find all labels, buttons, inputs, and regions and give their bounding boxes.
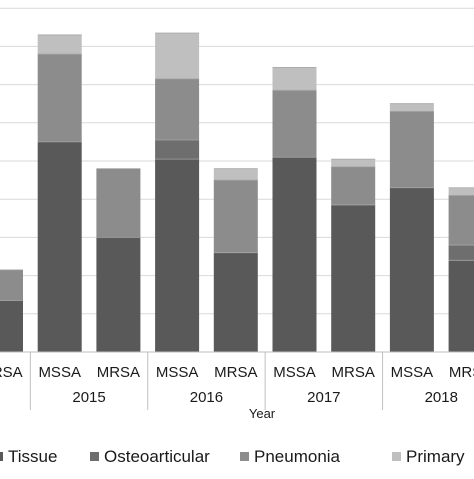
- bars: [0, 32, 474, 352]
- bar-6-tissue: [331, 204, 376, 352]
- bar-1-tissue: [37, 141, 82, 352]
- group-label-2017: 2017: [307, 389, 340, 406]
- bar-0-tissue: [0, 300, 23, 352]
- tick-label-0: MRSA: [0, 364, 23, 381]
- tick-label-7: MSSA: [391, 364, 434, 381]
- bar-2-tissue: [96, 237, 141, 352]
- bar-6-primary: [331, 159, 376, 167]
- legend-swatch-primary: [392, 452, 401, 461]
- bar-3-primary: [155, 33, 200, 79]
- tick-label-8: MRSA: [449, 364, 474, 381]
- legend-label-osteoarticular: Osteoarticular: [104, 447, 210, 466]
- group-label-2016: 2016: [190, 389, 223, 406]
- legend-swatch-pneumonia: [240, 452, 249, 461]
- legend-label-pneumonia: Pneumonia: [254, 447, 341, 466]
- bar-5-pneumonia: [272, 90, 317, 158]
- bar-7-tissue: [389, 187, 434, 352]
- group-label-2018: 2018: [425, 389, 458, 406]
- legend-swatch-tissue: [0, 452, 3, 461]
- legend-label-primary: Primary: [406, 447, 465, 466]
- tick-label-4: MRSA: [214, 364, 257, 381]
- bar-7-primary: [389, 103, 434, 112]
- tick-label-3: MSSA: [156, 364, 199, 381]
- bar-0-pneumonia: [0, 269, 23, 301]
- bar-4-pneumonia: [213, 180, 258, 253]
- x-axis: MRSA MSSA MRSA MSSA MRSA MSSA MRSA MSSA MRSA 2015…: [0, 351, 474, 421]
- legend: Tissue Osteoarticular Pneumonia Primary: [0, 447, 465, 466]
- bar-8-pneumonia: [448, 195, 474, 246]
- tick-label-5: MSSA: [273, 364, 316, 381]
- bar-2-pneumonia: [96, 168, 141, 238]
- bar-8-primary: [448, 187, 474, 196]
- group-label-2015: 2015: [72, 389, 105, 406]
- tick-label-2: MRSA: [97, 364, 140, 381]
- bar-3-pneumonia: [155, 78, 200, 140]
- x-axis-title: Year: [249, 406, 276, 421]
- tick-label-1: MSSA: [38, 364, 81, 381]
- bar-4-primary: [213, 168, 258, 181]
- bar-5-primary: [272, 67, 317, 91]
- bar-1-pneumonia: [37, 54, 82, 142]
- legend-swatch-osteoarticular: [90, 452, 99, 461]
- bar-3-tissue: [155, 159, 200, 352]
- legend-label-tissue: Tissue: [8, 447, 57, 466]
- bar-7-pneumonia: [389, 111, 434, 188]
- bar-8-tissue: [448, 260, 474, 352]
- bar-8-osteoarticular: [448, 245, 474, 261]
- bar-5-tissue: [272, 157, 317, 352]
- bar-6-pneumonia: [331, 166, 376, 205]
- tick-label-6: MRSA: [332, 364, 375, 381]
- bar-4-tissue: [213, 252, 258, 352]
- bar-3-osteoarticular: [155, 139, 200, 160]
- bar-1-primary: [37, 34, 82, 55]
